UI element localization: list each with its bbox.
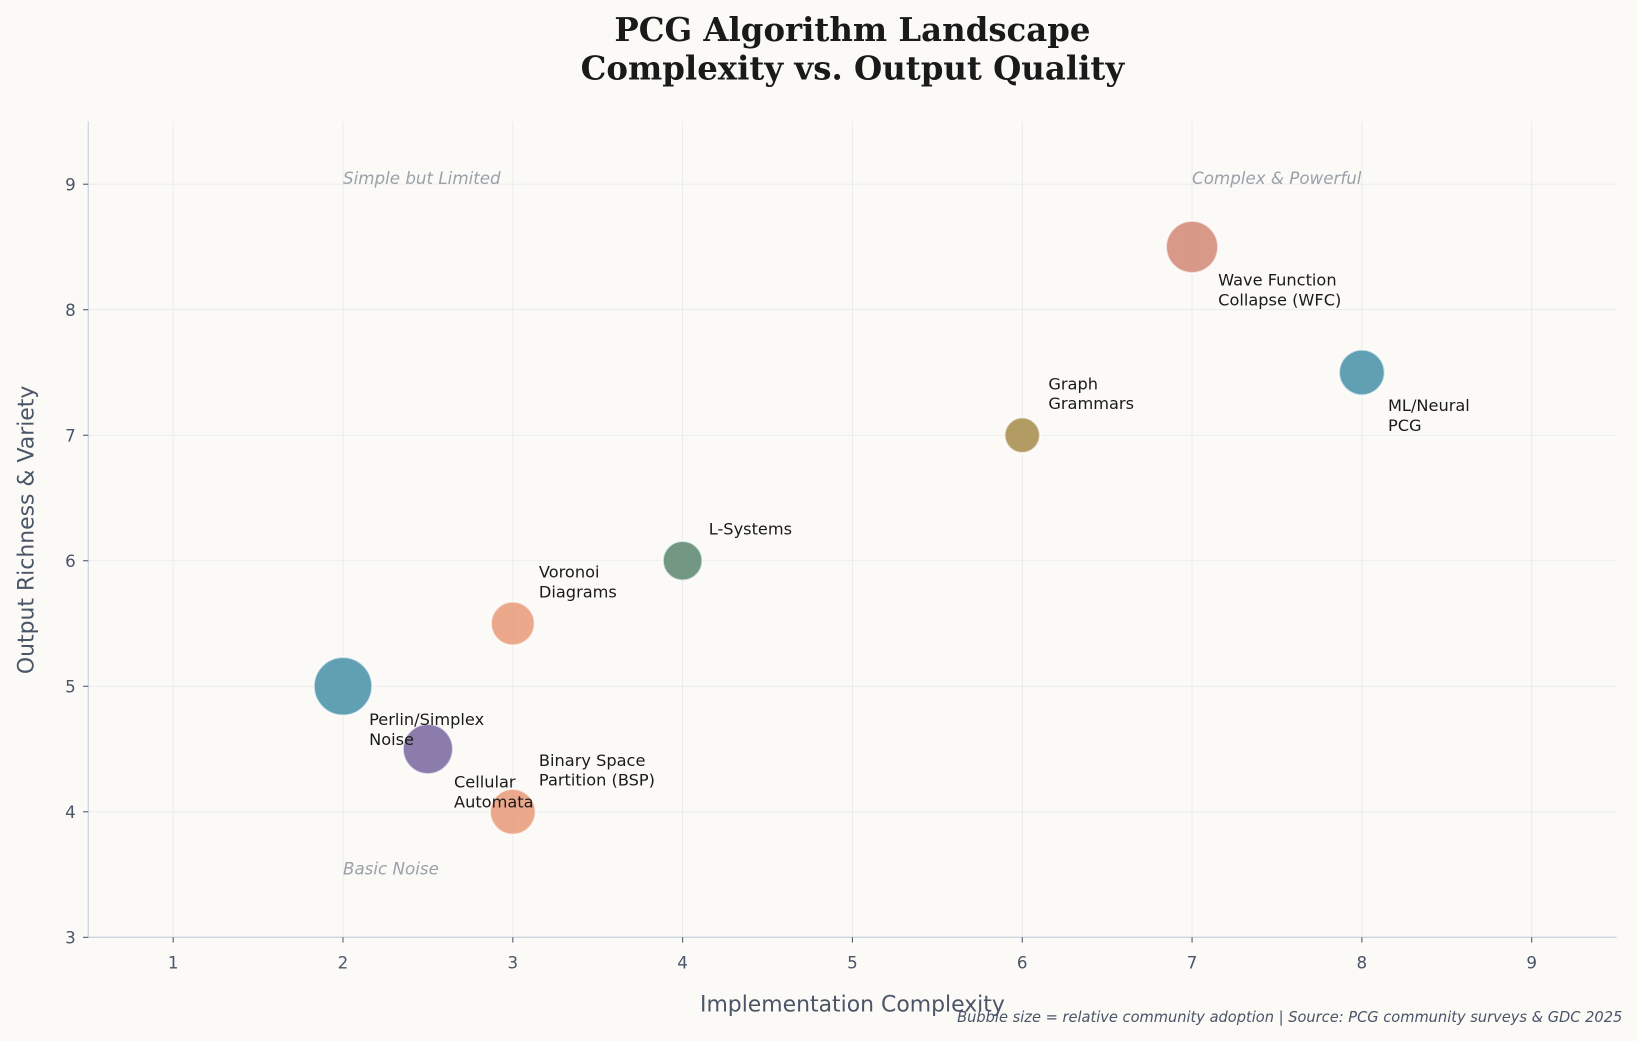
x-tick-label: 7 — [1187, 953, 1198, 973]
point-label-line: Noise — [369, 730, 414, 749]
point-label-line: Graph — [1048, 374, 1098, 393]
point-label-line: Grammars — [1048, 394, 1134, 413]
point-label: Voronoi Diagrams — [539, 563, 617, 602]
x-axis-label: Implementation Complexity — [700, 992, 1005, 1017]
y-tick-label: 8 — [65, 300, 76, 320]
x-tick-label: 3 — [507, 953, 518, 973]
y-tick-label: 5 — [65, 677, 76, 697]
point-label-line: Partition (BSP) — [539, 771, 655, 790]
quadrant-annotation: Complex & Powerful — [1192, 168, 1362, 188]
point-label: Wave Function Collapse (WFC) — [1218, 271, 1341, 310]
point-label-line: Cellular — [454, 773, 516, 792]
y-axis-label: Output Richness & Variety — [14, 386, 39, 675]
quadrant-annotation: Simple but Limited — [343, 168, 501, 188]
x-tick-label: 8 — [1357, 953, 1368, 973]
chart-subtitle: Complexity vs. Output Quality — [581, 50, 1126, 88]
bubbles — [312, 219, 1386, 836]
point-label-line: L-Systems — [709, 520, 792, 539]
x-tick-label: 9 — [1526, 953, 1537, 973]
footnote: Bubble size = relative community adoptio… — [957, 1009, 1622, 1026]
point-label: Cellular Automata — [454, 773, 534, 812]
point-label-line: Voronoi — [539, 563, 600, 582]
point-label: L-Systems — [709, 520, 792, 539]
quadrant-annotations: Simple but Limited Complex & Powerful Basi… — [343, 168, 1362, 878]
bubble[interactable] — [661, 539, 704, 582]
point-label: Perlin/Simplex Noise — [369, 710, 484, 749]
point-label: ML/Neural PCG — [1388, 396, 1470, 435]
x-tick-label: 5 — [847, 953, 858, 973]
y-tick-label: 4 — [65, 802, 76, 822]
y-tick-label: 6 — [65, 551, 76, 571]
x-tick-label: 2 — [338, 953, 349, 973]
y-tick-label: 7 — [65, 426, 76, 446]
x-tick-label: 1 — [168, 953, 179, 973]
bubble[interactable] — [312, 655, 374, 717]
point-label-line: Binary Space — [539, 751, 646, 770]
bubble[interactable] — [1003, 416, 1042, 455]
point-label-line: Diagrams — [539, 582, 617, 601]
x-tick-label: 6 — [1017, 953, 1028, 973]
point-label-line: ML/Neural — [1388, 396, 1470, 415]
point-label: Graph Grammars — [1048, 374, 1134, 413]
y-tick-label: 9 — [65, 174, 76, 194]
point-label-line: Automata — [454, 793, 534, 812]
quadrant-annotation: Basic Noise — [343, 859, 439, 879]
y-tick-label: 3 — [65, 928, 76, 948]
chart-title: PCG Algorithm Landscape — [614, 11, 1090, 49]
x-tick-label: 4 — [677, 953, 688, 973]
point-label-line: PCG — [1388, 416, 1422, 435]
grid — [88, 121, 1617, 938]
point-label: Binary Space Partition (BSP) — [539, 751, 655, 790]
point-label-line: Wave Function — [1218, 271, 1336, 290]
ticks: 1 2 3 4 5 6 7 8 9 3 4 5 6 7 8 9 — [65, 174, 1537, 972]
bubble[interactable] — [1337, 348, 1386, 397]
bubble[interactable] — [401, 722, 455, 776]
point-label-line: Collapse (WFC) — [1218, 290, 1341, 309]
bubble[interactable] — [488, 787, 537, 836]
bubble[interactable] — [1164, 219, 1220, 275]
bubble[interactable] — [489, 600, 536, 647]
point-label-line: Perlin/Simplex — [369, 710, 484, 729]
